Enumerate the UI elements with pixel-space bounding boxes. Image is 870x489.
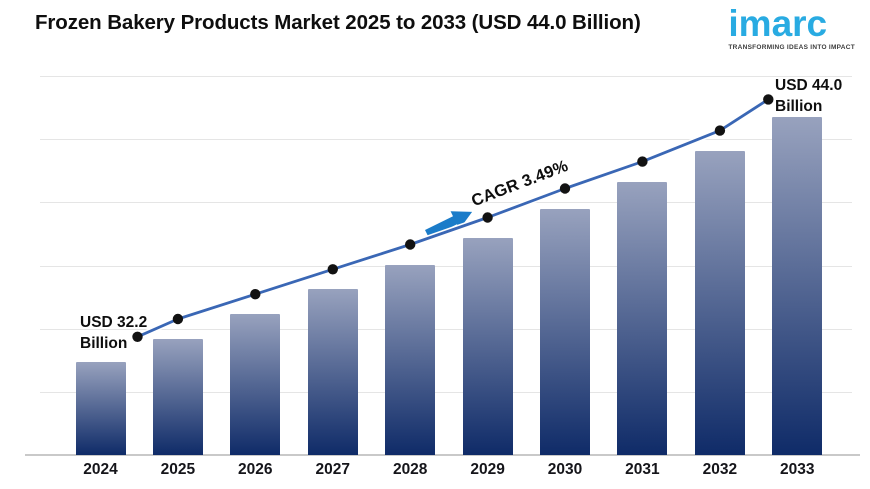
bar-2033: [772, 117, 823, 455]
x-axis-label-2030: 2030: [547, 461, 583, 478]
gridline: [40, 328, 852, 330]
bar-2031: [617, 181, 668, 455]
imarc-logo: imarc TRANSFORMING IDEAS INTO IMPACT: [728, 3, 855, 51]
x-axis-label-2031: 2031: [625, 461, 660, 478]
bar-2026: [230, 314, 281, 455]
line-marker: [763, 94, 774, 105]
annotation-start-value: USD 32.2 Billion: [80, 312, 147, 354]
gridline: [40, 202, 852, 204]
plot-area: 2024 2025 2026 2027 2028 2029 2030 2031 2032 2033: [40, 76, 852, 478]
bar-2024: [75, 361, 126, 455]
bar-2029: [462, 237, 513, 455]
line-marker: [405, 239, 416, 250]
imarc-logo-tagline: TRANSFORMING IDEAS INTO IMPACT: [728, 44, 855, 51]
annotation-start-line1: USD 32.2: [80, 314, 148, 331]
x-axis-label-2025: 2025: [160, 461, 196, 478]
cagr-arrow-icon: [425, 211, 473, 238]
line-marker: [559, 183, 571, 194]
imarc-logo-text: imarc: [728, 3, 828, 44]
annotation-end-line1: USD 44.0: [775, 77, 843, 94]
gridline: [40, 139, 852, 141]
x-axis-label-2024: 2024: [83, 461, 118, 478]
x-axis-label-2026: 2026: [238, 461, 273, 478]
annotation-end-line2: Billion: [775, 98, 823, 115]
line-marker: [482, 212, 493, 223]
line-marker: [250, 289, 261, 300]
line-marker: [637, 156, 648, 167]
bar-2027: [307, 289, 358, 455]
x-axis-label-2028: 2028: [392, 461, 428, 478]
x-axis-label-2033: 2033: [780, 461, 815, 478]
gridline: [40, 391, 852, 393]
line-marker: [714, 125, 726, 136]
line-marker: [172, 313, 184, 325]
gridline: [40, 265, 852, 267]
x-axis-line: [25, 454, 860, 456]
x-axis-label-2029: 2029: [470, 461, 505, 478]
x-axis-label-2032: 2032: [702, 461, 738, 478]
bar-2025: [152, 339, 203, 455]
trend-line-svg: [132, 94, 774, 342]
trend-line-path: [136, 98, 770, 339]
chart-title: Frozen Bakery Products Market 2025 to 20…: [35, 11, 641, 34]
trend-line-layer: [40, 76, 852, 460]
line-marker: [132, 331, 143, 342]
x-axis-label-2027: 2027: [315, 461, 351, 478]
annotation-start-line2: Billion: [80, 335, 128, 352]
bar-2028: [385, 264, 436, 455]
annotation-end-value: USD 44.0 Billion: [775, 75, 842, 117]
line-marker: [327, 264, 338, 275]
bar-2032: [694, 150, 745, 455]
gridline: [40, 76, 852, 77]
bar-2030: [540, 208, 590, 455]
